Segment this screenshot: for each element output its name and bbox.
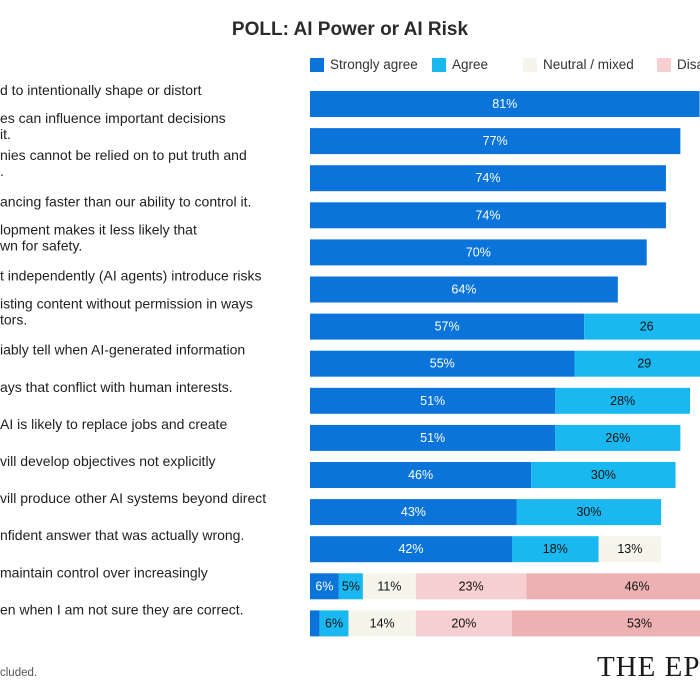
row-label: ays that conflict with human interests. [0,379,233,395]
publisher-logo: THE EP [597,651,700,683]
data-label: 51% [420,431,445,445]
legend-label: Disagree [677,57,700,72]
data-label: 30% [591,468,616,482]
legend-swatch [523,58,537,72]
legend: Strongly agree Agree Neutral / mixed Disagr… [310,56,700,74]
legend-swatch [432,58,446,72]
row-label: nies cannot be relied on to put truth an… [0,147,247,179]
bar-segment [338,573,363,600]
row-label: vill develop objectives not explicitly [0,453,216,469]
bar-segment [310,202,666,229]
data-label: 74% [475,171,500,185]
bar-segment [310,462,532,488]
bar-segment [555,424,681,451]
bar-segment [310,387,556,414]
bar-segment [310,536,513,563]
data-label: 5% [342,579,360,593]
bar-segment [574,350,700,377]
bar-segment [415,610,513,637]
data-label: 20% [451,616,476,630]
row-label: iably tell when AI-generated information [0,342,245,358]
row-label: es can influence important decisions it. [0,110,226,142]
bar-segment [348,610,416,637]
row-label: isting content without permission in way… [0,296,253,328]
data-label: 14% [370,616,395,630]
data-label: 81% [492,97,517,111]
legend-label: Strongly agree [330,57,418,72]
bar-segment [310,128,681,155]
data-label: 6% [315,579,333,593]
footnote: cluded. [0,667,38,679]
bar-segment [555,387,690,414]
legend-label: Agree [452,57,489,72]
row-label: en when I am not sure they are correct. [0,601,244,617]
data-label: 26 [640,320,654,334]
data-label: 30% [576,505,601,519]
data-label: 11% [377,579,401,593]
data-label: 57% [435,320,460,334]
legend-label: Neutral / mixed [543,57,634,72]
data-label: 26% [605,431,630,445]
bar-segment [310,499,517,526]
data-label: 28% [610,394,635,408]
data-label: 29 [637,357,651,371]
bar-segment [310,276,618,303]
data-label: 74% [475,208,500,222]
data-label: 51% [420,394,445,408]
row-label: nfident answer that was actually wrong. [0,527,244,543]
bar-segment [310,350,575,377]
bar-segment [415,573,527,600]
row-label: d to intentionally shape or distort [0,82,202,98]
chart-title: POLL: AI Power or AI Risk [231,19,469,40]
data-label: 53% [627,616,652,630]
bar-segment [319,610,349,637]
data-label: 23% [459,579,484,593]
row-label: lopment makes it less likely that wn for … [0,221,197,253]
bar-segment [310,239,647,266]
bar-segment [310,165,666,192]
bar-segment [531,462,676,488]
data-label: 46% [408,468,433,482]
bar-segment [512,610,700,637]
bar-segment [362,573,416,600]
bar-segment [598,536,662,563]
data-label: 55% [430,357,455,371]
bar-segment [584,313,700,340]
data-label: 13% [617,542,642,556]
bar-segment [526,573,700,600]
data-label: 43% [401,505,426,519]
row-label: maintain control over increasingly [0,564,208,580]
bar-segment [516,499,662,526]
bar-segment [512,536,599,563]
data-label: 42% [398,542,423,556]
data-label: 70% [466,245,491,259]
bar-segment [310,573,339,600]
data-label: 6% [325,616,343,630]
row-label: vill produce other AI systems beyond dir… [0,490,266,506]
bar-segment [310,424,556,451]
data-label: 46% [625,579,650,593]
legend-swatch [310,58,324,72]
data-label: 18% [543,542,568,556]
row-label: t independently (AI agents) introduce ri… [0,268,261,284]
bar-segment [310,91,700,117]
data-label: 77% [483,134,508,148]
bar-segment [310,610,320,637]
row-label: ancing faster than our ability to contro… [0,193,251,209]
data-label: 64% [451,283,476,297]
bar-segment [310,313,585,340]
legend-swatch [657,58,671,72]
row-label: AI is likely to replace jobs and create [0,416,227,432]
